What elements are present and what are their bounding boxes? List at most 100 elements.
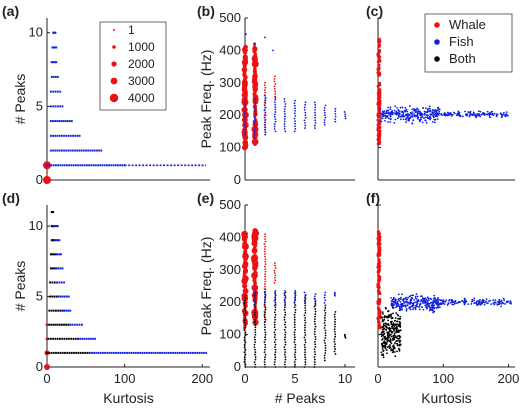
data-point bbox=[51, 253, 54, 256]
data-point bbox=[283, 363, 286, 366]
data-point bbox=[264, 126, 267, 129]
data-point bbox=[77, 337, 79, 340]
data-point bbox=[443, 112, 445, 115]
data-point bbox=[314, 111, 316, 114]
data-point bbox=[392, 346, 395, 349]
data-point bbox=[324, 291, 327, 294]
y-tick-label: 300 bbox=[219, 75, 241, 90]
data-point bbox=[313, 363, 316, 366]
data-point bbox=[480, 113, 483, 116]
data-point bbox=[243, 336, 246, 339]
data-point bbox=[431, 120, 434, 123]
data-point bbox=[303, 296, 306, 299]
data-point bbox=[392, 327, 395, 330]
data-point bbox=[254, 351, 257, 353]
data-point bbox=[504, 114, 506, 117]
data-point bbox=[403, 110, 406, 112]
data-point bbox=[377, 66, 381, 70]
data-point bbox=[304, 116, 307, 119]
data-point bbox=[50, 309, 53, 312]
data-point bbox=[399, 300, 402, 303]
data-point bbox=[101, 351, 104, 354]
data-point bbox=[284, 113, 286, 115]
data-point bbox=[424, 304, 427, 307]
data-point bbox=[77, 351, 80, 354]
data-point bbox=[54, 90, 57, 93]
data-point bbox=[274, 356, 277, 358]
data-point bbox=[437, 300, 440, 302]
data-point bbox=[314, 302, 317, 305]
data-point bbox=[244, 366, 247, 368]
data-point bbox=[398, 320, 401, 323]
data-point bbox=[314, 325, 317, 328]
data-point bbox=[408, 307, 411, 310]
data-point bbox=[394, 320, 396, 322]
data-point bbox=[396, 323, 399, 326]
data-point bbox=[377, 131, 381, 135]
data-point bbox=[488, 300, 490, 302]
data-point bbox=[148, 351, 150, 354]
data-point bbox=[477, 110, 480, 113]
data-point bbox=[263, 351, 266, 353]
data-point bbox=[386, 331, 389, 334]
data-point bbox=[492, 114, 495, 116]
data-point bbox=[407, 113, 410, 116]
data-point bbox=[324, 114, 326, 117]
data-point bbox=[431, 108, 434, 111]
data-point bbox=[243, 304, 246, 307]
data-point bbox=[334, 325, 336, 328]
data-point bbox=[504, 113, 507, 116]
data-point bbox=[506, 114, 509, 117]
data-point bbox=[244, 294, 247, 297]
data-point bbox=[499, 112, 502, 115]
data-point bbox=[264, 328, 266, 331]
data-point bbox=[264, 107, 267, 109]
data-point bbox=[421, 112, 423, 115]
data-point bbox=[244, 126, 247, 128]
data-point bbox=[502, 302, 505, 305]
data-point bbox=[264, 356, 266, 358]
data-point bbox=[108, 351, 111, 354]
data-point bbox=[402, 299, 404, 302]
data-point bbox=[304, 294, 307, 296]
data-point bbox=[387, 109, 390, 112]
data-point bbox=[273, 272, 276, 274]
data-point bbox=[473, 299, 476, 302]
data-point bbox=[377, 55, 382, 59]
data-point bbox=[65, 323, 67, 326]
data-point bbox=[273, 331, 276, 334]
data-point bbox=[189, 351, 192, 354]
data-point bbox=[313, 333, 316, 336]
data-point bbox=[293, 333, 296, 336]
data-point bbox=[253, 343, 256, 346]
data-point bbox=[243, 343, 246, 346]
data-point bbox=[430, 113, 433, 116]
data-point bbox=[493, 301, 496, 304]
data-point bbox=[137, 351, 139, 354]
data-point bbox=[334, 323, 336, 326]
data-point bbox=[412, 294, 414, 297]
data-point bbox=[437, 306, 439, 309]
data-point bbox=[244, 98, 247, 100]
data-point bbox=[398, 343, 401, 346]
legend-label: 4000 bbox=[128, 91, 155, 105]
data-point bbox=[82, 149, 85, 152]
data-point bbox=[390, 297, 392, 299]
data-point bbox=[293, 321, 296, 324]
data-point bbox=[253, 117, 256, 120]
data-point bbox=[274, 328, 277, 331]
data-point bbox=[205, 351, 208, 354]
data-point bbox=[244, 312, 247, 314]
data-point bbox=[503, 299, 506, 302]
data-point bbox=[72, 164, 75, 167]
data-point bbox=[384, 306, 387, 309]
data-point bbox=[428, 302, 431, 305]
data-point bbox=[405, 108, 408, 111]
data-point bbox=[192, 351, 194, 354]
data-point bbox=[324, 324, 326, 327]
data-point bbox=[273, 299, 276, 302]
data-point bbox=[273, 85, 276, 88]
data-point bbox=[408, 119, 410, 122]
data-point bbox=[333, 328, 336, 331]
data-point bbox=[462, 115, 464, 118]
